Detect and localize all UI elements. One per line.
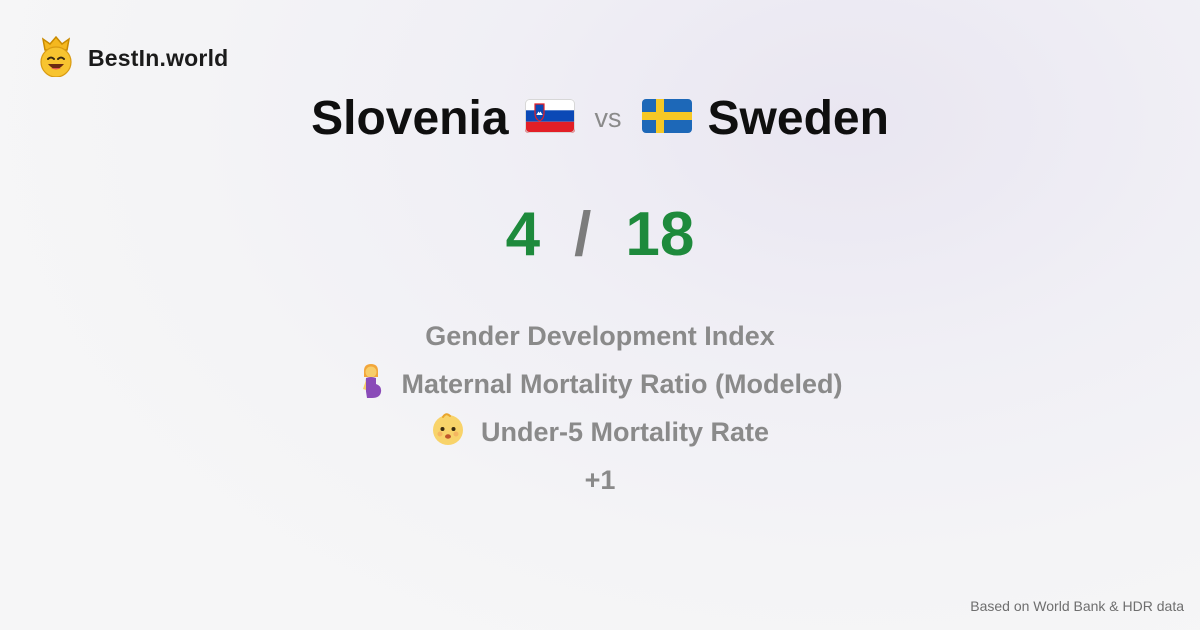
country-a-name: Slovenia (311, 91, 509, 145)
metrics-list: Gender Development Index Maternal Mortal… (0, 312, 1200, 504)
metric-label: Maternal Mortality Ratio (Modeled) (401, 368, 843, 399)
versus-label: vs (594, 102, 622, 133)
baby-face-icon (431, 412, 465, 453)
more-metrics-count: +1 (585, 456, 616, 504)
more-count: +1 (584, 464, 616, 495)
country-b-name: Sweden (707, 91, 889, 145)
pregnant-woman-icon (357, 363, 385, 406)
brand-name: BestIn.world (88, 44, 229, 71)
score-a: 4 (505, 199, 541, 269)
slovenia-flag-icon (524, 98, 575, 138)
metric-item: Under-5 Mortality Rate (431, 408, 769, 456)
crowned-smiley-icon (38, 35, 74, 82)
comparison-title: Slovenia vs Sweden (0, 82, 1200, 154)
brand[interactable]: BestIn.world (38, 35, 229, 82)
data-source-note: Based on World Bank & HDR data (970, 598, 1184, 614)
sweden-flag-icon (641, 98, 692, 138)
score-b: 18 (625, 199, 695, 269)
score: 4 / 18 (0, 192, 1200, 276)
metric-label: Under-5 Mortality Rate (480, 416, 770, 447)
score-separator: / (574, 199, 592, 269)
metric-item: Maternal Mortality Ratio (Modeled) (357, 360, 843, 408)
metric-item: Gender Development Index (425, 312, 775, 360)
metric-label: Gender Development Index (425, 320, 775, 351)
